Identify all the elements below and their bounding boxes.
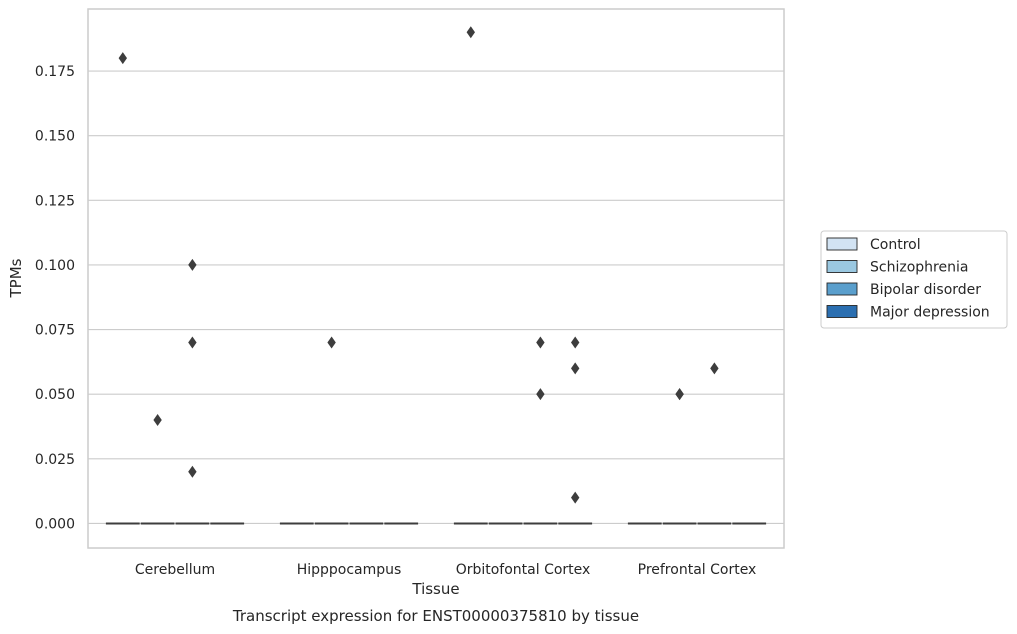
legend-swatch: [826, 237, 858, 251]
legend-swatch: [826, 305, 858, 318]
x-tick-label: Prefrontal Cortex: [638, 562, 757, 578]
outlier-point: [536, 388, 545, 401]
plot-frame: [87, 8, 785, 549]
y-axis-label: TPMs: [7, 258, 25, 298]
legend-swatch: [826, 282, 858, 296]
y-tick-label: 0.025: [35, 452, 75, 468]
x-axis-label: Tissue: [411, 580, 459, 598]
outlier-point: [536, 336, 545, 349]
x-tick-labels: Cerebellum Hipppocampus Orbitofontal Corte…: [135, 562, 756, 578]
outlier-point: [466, 26, 475, 39]
y-tick-label: 0.050: [35, 387, 75, 403]
outlier-point: [675, 388, 684, 401]
grid-lines: [88, 70, 784, 525]
outlier-point: [571, 491, 580, 504]
outlier-point: [710, 362, 719, 375]
legend-label: Bipolar disorder: [870, 282, 981, 298]
outlier-point: [118, 52, 127, 65]
outlier-point: [571, 336, 580, 349]
legend-label: Major depression: [870, 305, 990, 321]
y-tick-label: 0.000: [35, 516, 75, 532]
y-tick-label: 0.100: [35, 258, 75, 274]
y-tick-label: 0.150: [35, 129, 75, 145]
legend-swatch: [826, 260, 858, 273]
y-tick-label: 0.125: [35, 193, 75, 209]
outlier-point: [153, 414, 162, 427]
outlier-point: [188, 336, 197, 349]
legend: Control Schizophrenia Bipolar disorder Majo…: [820, 230, 1008, 329]
y-tick-labels: 0.000 0.025 0.050 0.075 0.100 0.125 0.150 0.175: [35, 64, 75, 532]
legend-label: Schizophrenia: [870, 260, 968, 276]
y-tick-label: 0.075: [35, 323, 75, 339]
y-tick-label: 0.175: [35, 64, 75, 80]
outlier-point: [188, 258, 197, 271]
x-tick-label: Orbitofontal Cortex: [456, 562, 591, 578]
outlier-point: [571, 362, 580, 375]
legend-frame: [820, 230, 1008, 329]
x-tick-label: Hipppocampus: [297, 562, 402, 578]
legend-label: Control: [870, 237, 921, 253]
x-tick-label: Cerebellum: [135, 562, 215, 578]
figure-caption: Transcript expression for ENST0000037581…: [232, 607, 639, 625]
outlier-point: [188, 465, 197, 478]
outlier-point: [327, 336, 336, 349]
outlier-points: [118, 26, 719, 504]
